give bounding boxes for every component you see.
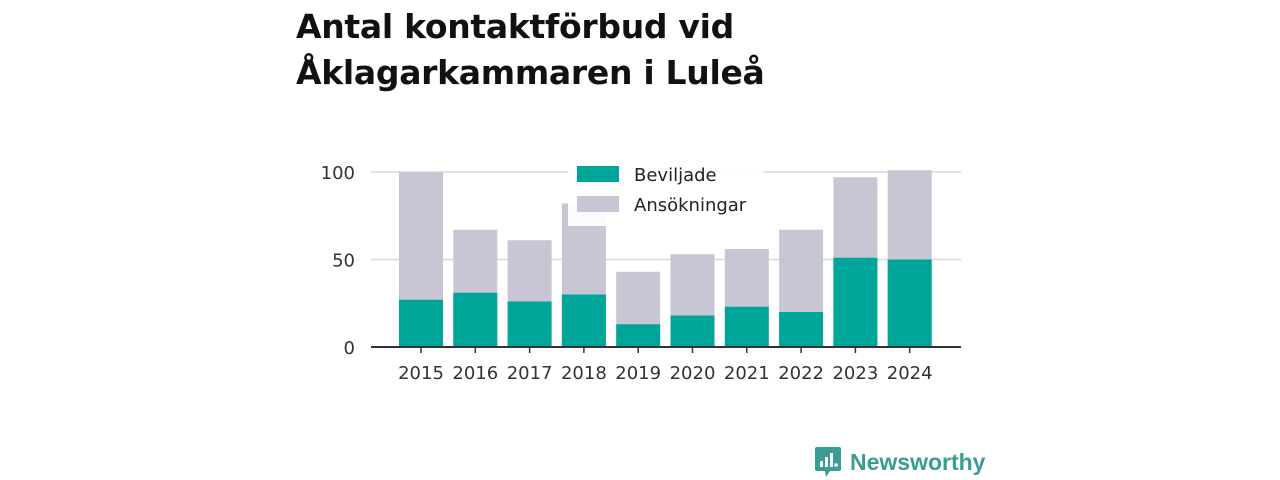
x-tick-label-2022: 2022 <box>778 363 824 384</box>
chart-title: Antal kontaktförbud vid Åklagarkammaren … <box>296 4 916 96</box>
x-tick-label-2015: 2015 <box>398 363 444 384</box>
legend-swatch-beviljade <box>577 166 619 182</box>
bar-beviljade-2021 <box>724 306 769 347</box>
legend-swatch-ansökningar <box>577 196 619 212</box>
bar-beviljade-2024 <box>887 259 932 347</box>
title-line-2: Åklagarkammaren i Luleå <box>296 53 765 92</box>
bar-beviljade-2016 <box>453 292 498 347</box>
x-tick-label-2016: 2016 <box>452 363 498 384</box>
legend-label-ansökningar: Ansökningar <box>634 195 747 216</box>
legend-label-beviljade: Beviljade <box>634 165 717 186</box>
bar-beviljade-2015 <box>399 299 443 347</box>
y-tick-label-100: 100 <box>321 163 355 184</box>
x-tick-label-2020: 2020 <box>670 363 716 384</box>
bar-beviljade-2017 <box>507 301 552 347</box>
x-tick-label-2018: 2018 <box>561 363 607 384</box>
bar-beviljade-2019 <box>616 324 661 347</box>
y-tick-label-0: 0 <box>344 338 355 359</box>
x-tick-label-2024: 2024 <box>887 363 933 384</box>
x-tick-label-2023: 2023 <box>832 363 878 384</box>
newsworthy-brand: Newsworthy <box>814 446 985 478</box>
x-tick-label-2019: 2019 <box>615 363 661 384</box>
bar-beviljade-2018 <box>561 294 606 347</box>
bar-chart: 0 50 100 2015 2016 2017 2018 2019 2020 2021 2022 20… <box>320 163 961 384</box>
x-tick-label-2017: 2017 <box>507 363 553 384</box>
brand-name: Newsworthy <box>850 448 986 475</box>
y-tick-label-50: 50 <box>332 251 355 272</box>
bar-beviljade-2020 <box>670 315 715 347</box>
x-tick-label-2021: 2021 <box>724 363 770 384</box>
title-line-1: Antal kontaktförbud vid <box>296 7 734 46</box>
bar-beviljade-2023 <box>833 257 878 347</box>
newsworthy-logo-icon <box>815 447 841 477</box>
bar-beviljade-2022 <box>779 312 824 347</box>
